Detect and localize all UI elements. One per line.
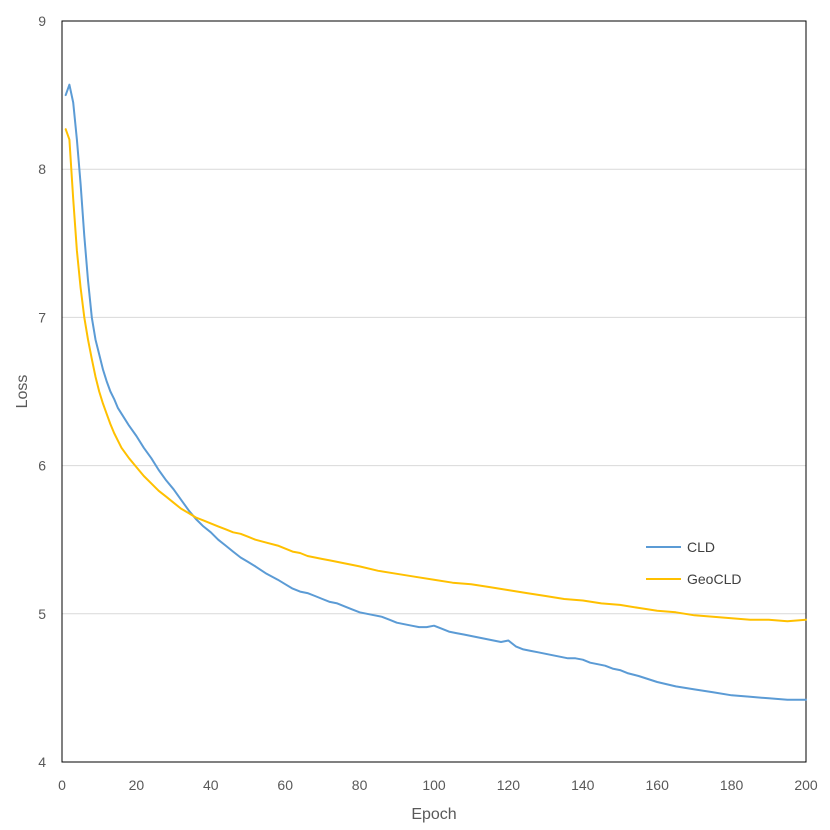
series-line-geocld [64,128,807,623]
x-tick-label: 80 [352,777,368,793]
y-tick-label: 7 [38,309,46,325]
legend-label-cld: CLD [687,539,715,555]
y-tick-label: 9 [38,13,46,29]
x-tick-label: 200 [794,777,818,793]
x-tick-label: 120 [497,777,521,793]
legend: CLD GeoCLD [646,539,741,587]
y-tick-label: 6 [38,458,46,474]
y-tick-label: 4 [38,754,46,770]
x-tick-label: 60 [277,777,293,793]
series-line-cld [64,83,807,701]
plot-area-border [61,20,807,763]
x-tick-label: 160 [646,777,670,793]
x-tick-label: 0 [58,777,66,793]
series-lines [64,83,807,701]
legend-label-geocld: GeoCLD [687,571,741,587]
x-tick-label: 40 [203,777,219,793]
x-axis-ticks: 0 20 40 60 80 100 120 140 160 180 200 [58,777,818,793]
x-axis-title: Epoch [411,806,456,823]
y-tick-label: 8 [38,161,46,177]
y-axis-title: Loss [14,375,31,409]
x-tick-label: 20 [129,777,145,793]
x-tick-label: 100 [422,777,446,793]
x-tick-label: 180 [720,777,744,793]
x-tick-label: 140 [571,777,595,793]
y-tick-label: 5 [38,606,46,622]
y-axis-ticks: 4 5 6 7 8 9 [38,13,46,770]
